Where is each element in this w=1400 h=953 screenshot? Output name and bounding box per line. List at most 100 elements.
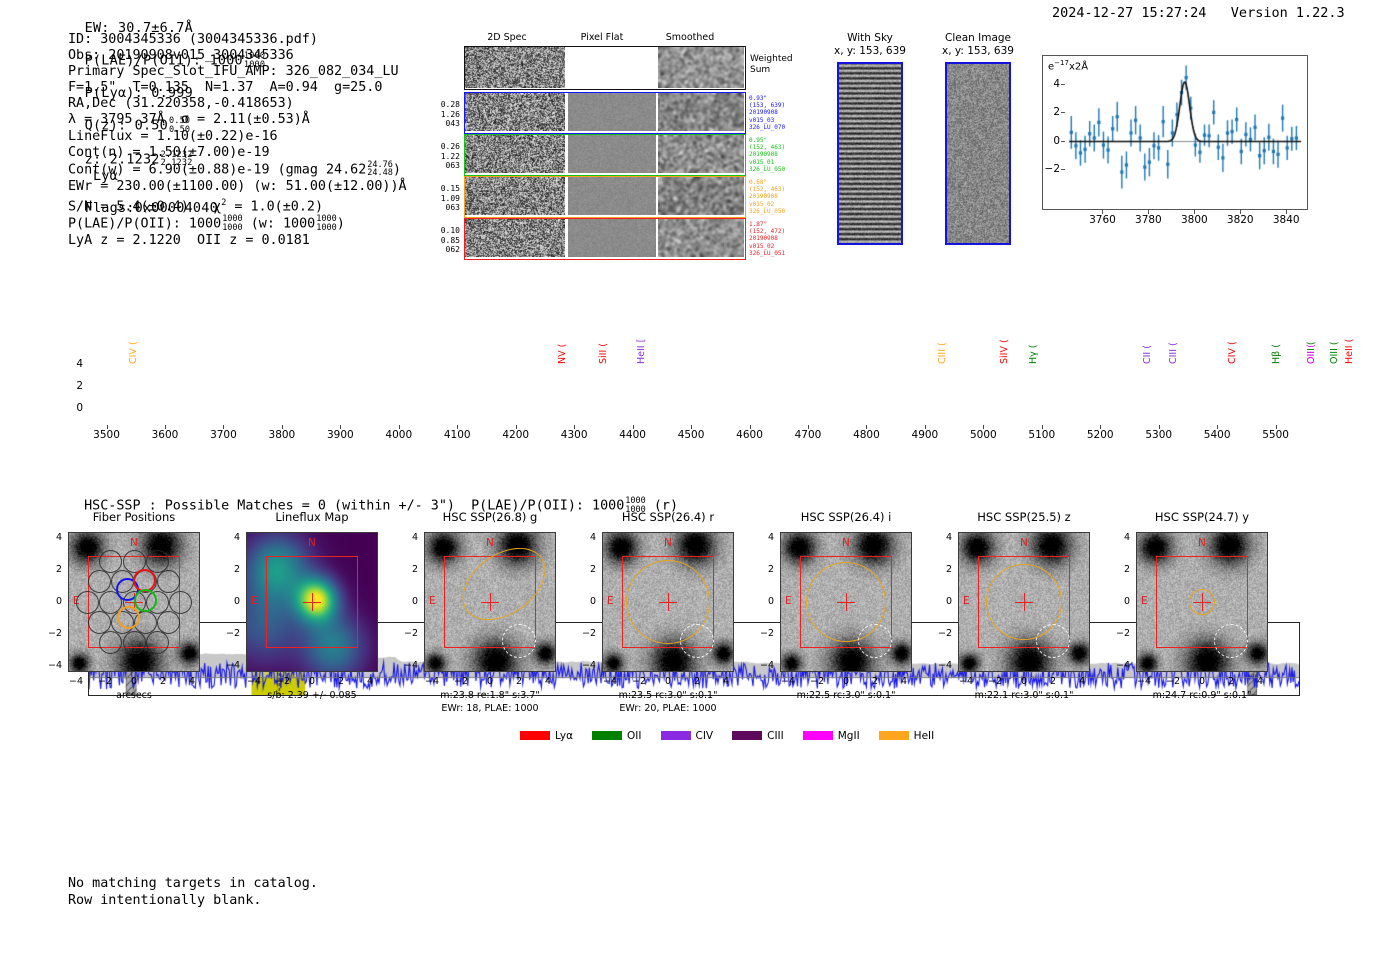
full-spectrum-section: CIV (NV (SiII (HeII [CIII (SiIV (Hγ (CII…: [0, 270, 1400, 742]
header-z-range: 2.1232 2.1232: [160, 149, 193, 169]
aperture-box: [1156, 556, 1248, 648]
legend-item: HeII: [878, 729, 935, 742]
legend-item: Lyα: [520, 730, 573, 742]
cutout-y-tick: −4: [226, 660, 241, 671]
cutout-x-tick: 2: [693, 676, 701, 687]
header-plae-range: 1000 1000: [243, 51, 266, 70]
cutout-y-tick: 4: [1123, 532, 1130, 543]
emission-line-label: Hγ (: [1027, 344, 1039, 365]
clean-image-labels: Clean Image x, y: 153, 639: [942, 32, 1014, 57]
fiber-stat-value: 0.26: [440, 142, 460, 151]
legend-item: OII: [592, 730, 642, 742]
companion-marker-circle: [1214, 624, 1248, 658]
info-obs: Obs: 20190908v015_3004345336: [68, 48, 294, 64]
cutout-x-tick: 4: [544, 676, 552, 687]
spectrum-x-tick: 4400: [619, 429, 646, 441]
linefit-x-tick: 3780: [1135, 214, 1162, 226]
legend-label: HeII: [913, 729, 935, 742]
cutout-y-tick: 4: [55, 532, 62, 543]
cutout-y-tick: 4: [589, 532, 596, 543]
info-plae: P(LAE)/P(OII): 1000 1000 1000 (w: 1000 1000…: [68, 214, 345, 233]
fiber-meta-value: 326_LU_050: [749, 165, 786, 173]
timestamp-version: 2024-12-27 15:27:24 Version 1.22.3: [1052, 5, 1345, 21]
spectrum-x-tick: 4200: [502, 429, 530, 441]
legend-swatch: [732, 731, 763, 740]
header-qz: Q(z): 0.50: [84, 117, 168, 134]
cutout-x-tick: 2: [1227, 676, 1235, 687]
info-radec: RA,Dec (31.220358,-0.418653): [68, 96, 294, 112]
linefit-axes: [1042, 55, 1308, 210]
fiber-circle: [87, 570, 111, 594]
tick-mark: [398, 425, 400, 429]
compass-north: N: [130, 537, 138, 549]
compass-east: E: [429, 595, 436, 607]
info-lambda-sigma: λ = 3795.37Å σ = 2.11(±0.53)Å: [68, 112, 310, 128]
fiber-row-stats: 0.26 1.22 063: [432, 142, 460, 171]
tick-mark: [515, 425, 517, 429]
fiber-row-meta: 0.68" (152, 463) 20190908 v015_02 326_LU_050: [749, 179, 785, 215]
cutout-title: HSC SSP(26.4) i: [800, 510, 892, 524]
tick-mark: [1194, 210, 1196, 214]
fiber-stat-value: 0.85: [440, 235, 460, 245]
cutout-x-tick: 4: [1256, 676, 1264, 687]
cutout-x-tick: 4: [366, 676, 374, 687]
cutout-y-tick: 0: [411, 596, 418, 607]
cutout-caption-primary: arcsecs: [116, 690, 152, 701]
spectrum-y-tick: 2: [76, 379, 83, 392]
fiber-stat-value: 1.22: [440, 151, 460, 161]
cutout-y-tick: −2: [1116, 628, 1131, 639]
cutout-x-tick: 4: [900, 676, 908, 687]
fiber-meta-value: 0.68": [749, 179, 768, 186]
legend-label: CIV: [695, 729, 714, 742]
info-primary-slot: Primary Spec_Slot_IFU_AMP: 326_082_034_L…: [68, 64, 399, 80]
tick-mark: [807, 425, 809, 429]
tick-mark: [1275, 425, 1277, 429]
sky-image-panels: With Sky x, y: 153, 639 Clean Image x, y…: [820, 32, 1030, 252]
weighted-sum-strip: [464, 46, 746, 90]
cutout-x-tick: 2: [337, 676, 345, 687]
footer-line-2: Row intentionally blank.: [68, 892, 262, 908]
compass-east: E: [607, 595, 614, 607]
cutout-x-tick: 0: [1198, 676, 1206, 687]
catalog-aperture-ellipse: [626, 560, 710, 644]
companion-marker-circle: [858, 624, 892, 658]
cutout-x-tick: 0: [486, 676, 494, 687]
fiber-meta-value: 20190908: [749, 235, 778, 243]
tick-mark: [866, 425, 868, 429]
legend-label: CIII: [767, 729, 784, 742]
cutout-title: Lineflux Map: [275, 510, 349, 524]
catalog-aperture-ellipse: [1189, 589, 1215, 615]
cutout-x-tick: 2: [1049, 676, 1057, 687]
cutout-y-tick: 2: [945, 564, 952, 575]
tick-mark: [1217, 425, 1219, 429]
header-summary-line: EW: 30.7±6.7Å P(LAE)/P(OII): 1000 1000 100…: [68, 4, 265, 216]
legend-swatch: [520, 731, 550, 740]
cutout-y-tick: −2: [760, 628, 775, 639]
fiber-meta-value: v015_02: [749, 200, 775, 208]
cutout-y-tick: −2: [48, 628, 63, 639]
legend-item: CIII: [732, 730, 784, 742]
hsc-ssp-header: HSC-SSP : Possible Matches = 0 (within +…: [84, 496, 679, 515]
cutout-x-tick: −4: [424, 676, 439, 687]
tick-mark: [1102, 210, 1104, 214]
header-flags: Flags:0x00004040: [84, 199, 218, 216]
cutout-y-tick: −4: [1116, 660, 1131, 671]
linefit-x-tick: 3820: [1226, 214, 1254, 226]
tick-mark: [457, 425, 459, 429]
spectrum-x-tick: 5500: [1262, 429, 1289, 441]
cutout-y-tick: 0: [767, 596, 774, 607]
cutout-y-tick: −4: [760, 660, 775, 671]
cutout-title: Fiber Positions: [92, 510, 176, 524]
source-info-block: ID: 3004345336 (3004345336.pdf) Obs: 201…: [68, 32, 407, 249]
companion-marker-circle: [680, 624, 714, 658]
crosshair-vertical: [490, 593, 492, 611]
compass-north: N: [308, 537, 316, 549]
aperture-box: [622, 556, 714, 648]
cutout-x-tick: −4: [602, 676, 617, 687]
fiber-row-meta: 1.87" (152, 472) 20190908 v015_02 326_LU_051: [749, 221, 785, 257]
cutout-caption-primary: m:22.1 rc:3.0" s:0.1": [974, 690, 1074, 701]
tick-mark: [1100, 425, 1102, 429]
header-qz-range: 0.50 0.50: [168, 116, 191, 135]
cutout-x-tick: −2: [275, 676, 290, 687]
info-cont-w: Cont(w) = 6.90(±0.88)e-19 (gmag 24.62 24.…: [68, 159, 401, 179]
